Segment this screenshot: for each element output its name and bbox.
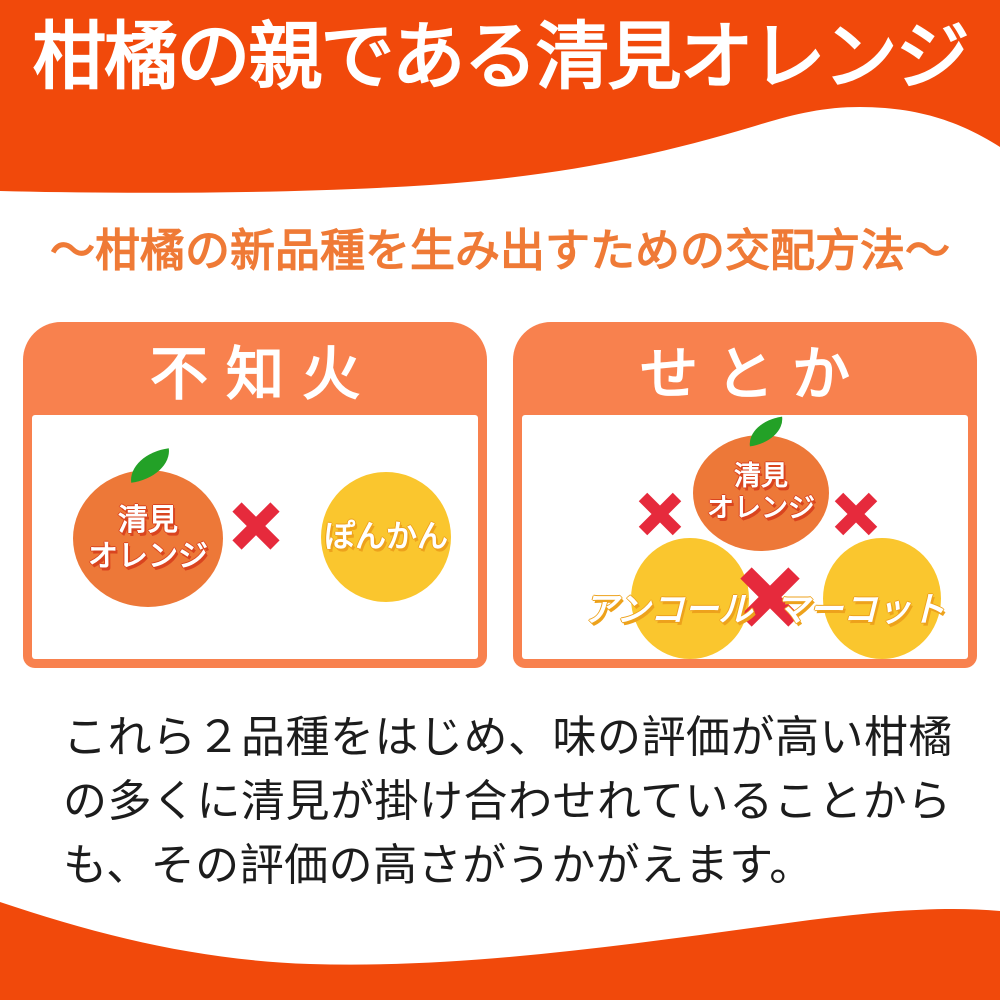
fruit-label: 清見 オレンジ xyxy=(707,461,815,523)
cross-icon xyxy=(833,491,879,537)
fruit-label: マーコット xyxy=(775,591,945,629)
breeding-card-setoka: せとか 清見 オレンジ アンコール xyxy=(513,322,977,668)
banner-wave xyxy=(0,0,1000,193)
card-body: 清見 オレンジ ぽんかん xyxy=(32,415,478,659)
page-subtitle: 〜柑橘の新品種を生み出すための交配方法〜 xyxy=(49,225,950,276)
fruit-circle-ponkan: ぽんかん xyxy=(321,472,451,602)
fruit-label: ぽんかん xyxy=(324,518,448,554)
fruit-label: アンコール xyxy=(583,591,753,629)
page-title: 柑橘の親である清見オレンジ xyxy=(32,15,969,98)
fruit-circle-kiyomi: 清見 オレンジ xyxy=(73,470,223,607)
breeding-card-shiranui: 不知火 清見 オレンジ ぽんかん xyxy=(23,322,487,668)
footer-wave xyxy=(0,902,1000,1000)
cross-icon xyxy=(737,564,803,630)
fruit-circle-murcott xyxy=(823,538,941,659)
fruit-label: 清見 オレンジ xyxy=(88,504,208,573)
description-paragraph: これら２品種をはじめ、味の評価が高い柑橘 の多くに清見が掛け合わせれていることか… xyxy=(63,713,953,890)
card-title: 不知火 xyxy=(149,341,378,407)
cross-icon xyxy=(230,500,282,552)
card-body: 清見 オレンジ アンコール マーコット xyxy=(522,415,968,659)
fruit-circle-kiyomi: 清見 オレンジ xyxy=(693,435,829,551)
fruit-circle-encore xyxy=(631,538,749,659)
cross-icon xyxy=(637,491,683,537)
card-title: せとか xyxy=(639,341,868,407)
